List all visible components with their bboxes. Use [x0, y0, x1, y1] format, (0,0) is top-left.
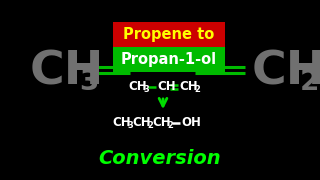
Text: 2: 2 — [194, 86, 200, 94]
Text: 3: 3 — [143, 86, 149, 94]
FancyBboxPatch shape — [113, 22, 225, 47]
Text: OH: OH — [181, 116, 201, 129]
Text: CH: CH — [128, 80, 147, 93]
Text: Propan-1-ol: Propan-1-ol — [121, 52, 217, 67]
Text: 3: 3 — [79, 68, 98, 96]
Text: 3: 3 — [127, 122, 133, 130]
Text: CH: CH — [112, 116, 131, 129]
Text: CH: CH — [30, 50, 104, 94]
Text: Conversion: Conversion — [99, 148, 221, 168]
FancyBboxPatch shape — [113, 47, 225, 72]
Text: 2: 2 — [147, 122, 153, 130]
Text: CH: CH — [252, 50, 320, 94]
Text: CH: CH — [132, 116, 151, 129]
Text: CH: CH — [152, 116, 171, 129]
Text: 2: 2 — [167, 122, 173, 130]
Text: CH: CH — [179, 80, 198, 93]
Text: 2: 2 — [300, 68, 319, 96]
Text: CH: CH — [157, 80, 176, 93]
Text: Propene to: Propene to — [124, 27, 215, 42]
